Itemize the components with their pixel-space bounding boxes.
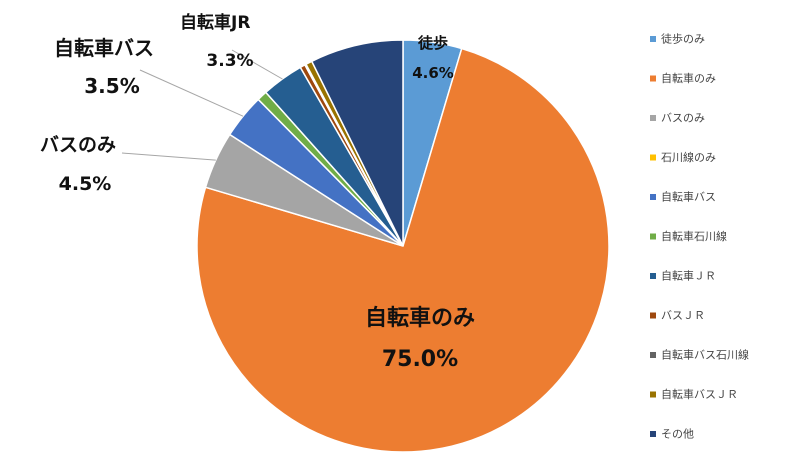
legend-swatch-1 xyxy=(650,75,656,82)
legend-label-6: 自転車ＪＲ xyxy=(661,269,716,283)
legend-label-7: バスＪＲ xyxy=(661,309,705,322)
legend-swatch-9 xyxy=(650,391,656,398)
legend-swatch-10 xyxy=(650,431,656,437)
slice-label-percent: 3.5% xyxy=(84,74,139,98)
legend-label-5: 自転車石川線 xyxy=(661,229,727,243)
legend-swatch-5 xyxy=(650,233,656,240)
leader-line-2 xyxy=(121,152,216,161)
legend-swatch-4 xyxy=(650,194,656,200)
leader-line-6 xyxy=(231,49,283,80)
legend-label-1: 自転車のみ xyxy=(661,71,716,85)
slice-label-percent: 3.3% xyxy=(206,51,253,71)
legend-label-2: バスのみ xyxy=(661,112,705,125)
slice-label-name: バスのみ xyxy=(40,134,116,156)
legend-label-9: 自転車バスＪＲ xyxy=(661,387,738,401)
legend-label-3: 石川線のみ xyxy=(661,150,716,164)
legend-swatch-0 xyxy=(650,36,656,42)
pie-slice-1 xyxy=(196,47,610,453)
legend-swatch-3 xyxy=(650,154,656,161)
slice-label-percent: 4.5% xyxy=(59,173,112,195)
legend-label-0: 徒歩のみ xyxy=(661,32,705,46)
slice-label-name: 自転車JR xyxy=(180,12,250,33)
slice-label-name: 自転車のみ xyxy=(365,305,475,331)
leader-line-4 xyxy=(139,69,244,117)
legend-swatch-2 xyxy=(650,115,656,121)
slice-label-name: 徒歩 xyxy=(417,34,448,52)
pie-slice-10 xyxy=(310,39,404,247)
legend-label-10: その他 xyxy=(661,428,694,441)
slice-label-percent: 4.6% xyxy=(412,64,454,82)
legend-swatch-7 xyxy=(650,312,656,319)
slice-label-name: 自転車バス xyxy=(54,36,154,60)
slice-label-percent: 75.0% xyxy=(382,347,458,372)
legend-label-8: 自転車バス石川線 xyxy=(661,348,749,362)
legend-label-4: 自転車バス xyxy=(661,190,716,204)
slice-labels: 徒歩 4.6% 自転車のみ 75.0% バスのみ 4.5% 自転車バス 3.5% 自転車JR 3.… xyxy=(40,12,475,372)
pie-slices xyxy=(196,39,610,453)
legend-swatch-6 xyxy=(650,273,656,279)
leader-lines xyxy=(121,49,283,161)
legend-swatch-8 xyxy=(650,352,656,358)
